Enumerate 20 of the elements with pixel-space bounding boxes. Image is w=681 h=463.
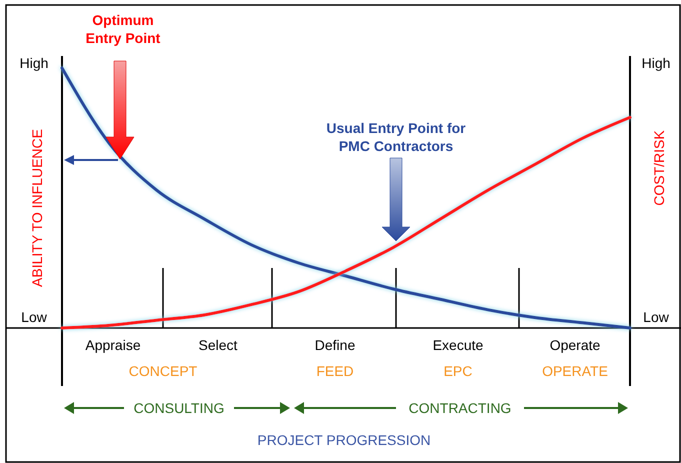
y2-axis-title: COST/RISK (651, 130, 667, 206)
annotation: Low (21, 309, 48, 325)
text: CONTRACTING (408, 400, 512, 416)
annotation: Low (643, 309, 670, 325)
text: Select (198, 337, 238, 353)
text: PROJECT PROGRESSION (257, 432, 431, 448)
text: Define (314, 337, 356, 353)
text: Appraise (85, 337, 141, 353)
y-axis-title: ABILITY TO INFLUENCE (29, 129, 45, 287)
annotation: High (642, 55, 670, 71)
text: FEED (316, 363, 354, 379)
annotation: High (20, 55, 48, 71)
text: Operate (550, 337, 601, 353)
text: CONCEPT (128, 363, 198, 379)
text: Optimum Entry Point (86, 12, 161, 46)
text: EPC (444, 363, 472, 379)
text: Execute (432, 337, 484, 353)
text: OPERATE (542, 363, 608, 379)
text: CONSULTING (134, 400, 224, 416)
annotation: Usual Entry Point for PMC Contractors (326, 120, 466, 154)
